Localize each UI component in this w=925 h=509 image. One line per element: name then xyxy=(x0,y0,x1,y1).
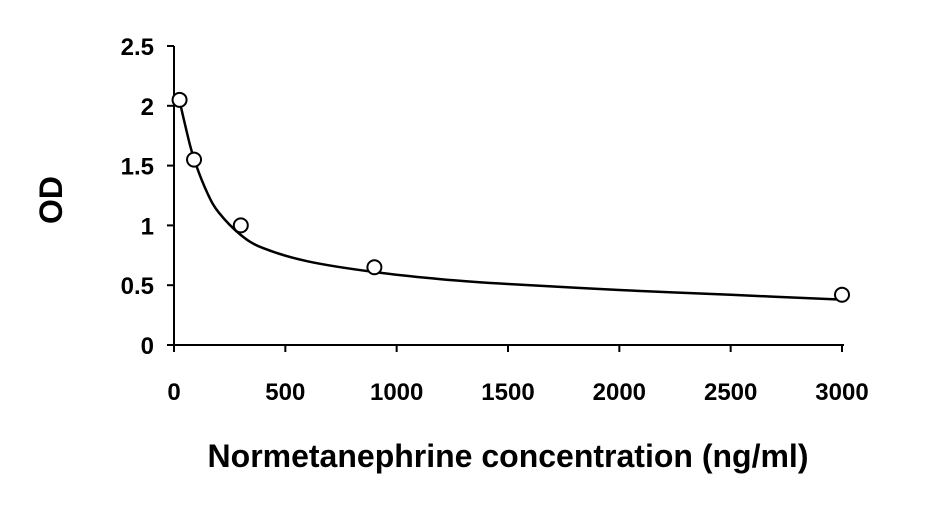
y-tick-label: 1.5 xyxy=(121,154,154,181)
y-tick-label: 2 xyxy=(141,94,154,121)
y-tick-label: 0.5 xyxy=(121,273,154,300)
data-point xyxy=(171,91,188,108)
x-tick-label: 2000 xyxy=(593,379,646,406)
data-point xyxy=(366,259,383,276)
data-point xyxy=(834,286,850,303)
x-tick-label: 1500 xyxy=(481,379,534,406)
x-tick-label: 0 xyxy=(167,379,180,406)
x-axis: 0 500 1000 1500 2000 2500 3000 xyxy=(167,344,869,406)
x-tick-label: 3000 xyxy=(815,379,868,406)
data-point xyxy=(186,151,203,168)
x-axis-title: Normetanephrine concentration (ng/ml) xyxy=(208,438,809,474)
data-point xyxy=(232,217,249,234)
fit-curve xyxy=(178,100,843,301)
y-axis-title: OD xyxy=(33,176,69,224)
y-tick-label: 0 xyxy=(141,333,154,360)
x-tick-label: 2500 xyxy=(704,379,757,406)
y-tick-label: 1 xyxy=(141,213,154,240)
fit-curve-layer xyxy=(178,100,843,301)
x-tick-label: 500 xyxy=(265,379,305,406)
y-axis: 0 0.5 1 1.5 2 2.5 xyxy=(121,34,175,360)
data-points-layer xyxy=(171,91,850,303)
y-tick-label: 2.5 xyxy=(121,34,154,61)
x-tick-label: 1000 xyxy=(370,379,423,406)
